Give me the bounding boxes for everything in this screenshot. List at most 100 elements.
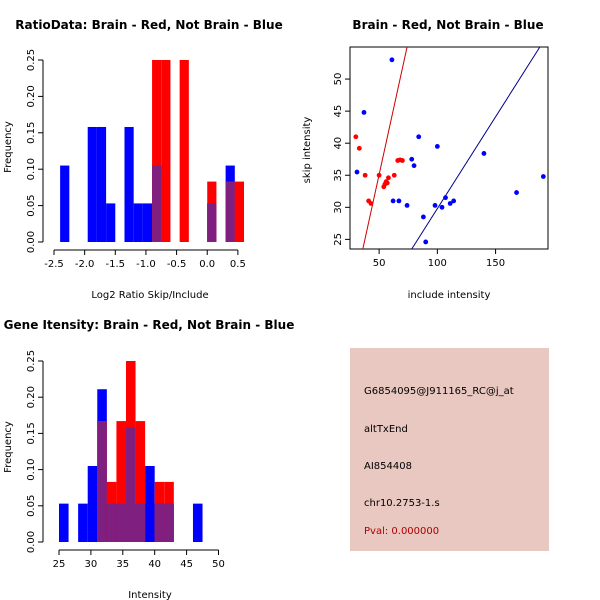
- hist1-y-tick-label: 0.20: [26, 85, 37, 107]
- hist3-bar-overlap-8: [135, 503, 146, 542]
- scatter-point-notbrain-13: [439, 204, 445, 210]
- scatter-y-tick-label: 25: [333, 233, 344, 246]
- hist3-y-tick-label: 0.00: [26, 531, 37, 553]
- hist3-bar-notbrain-2: [78, 503, 88, 542]
- hist3-bar-overlap-7: [125, 427, 136, 542]
- locus-id: chr10.2753-1.s: [364, 498, 440, 509]
- event-type: altTxEnd: [364, 424, 408, 435]
- intensity-histogram-xlabel: Intensity: [128, 590, 172, 600]
- scatter-y-tick-label: 40: [333, 137, 344, 150]
- scatter-point-notbrain-16: [451, 198, 457, 204]
- hist3-x-tick-label: 45: [180, 559, 193, 570]
- hist1-bar-brain-19: [234, 181, 244, 242]
- hist1-y-tick-label: 0.25: [26, 49, 37, 71]
- hist1-x-tick-label: -2.0: [75, 259, 95, 270]
- hist3-y-tick-label: 0.15: [26, 422, 37, 444]
- hist3-x-tick-label: 50: [212, 559, 225, 570]
- hist1-bar-notbrain-7: [124, 126, 134, 242]
- scatter-point-notbrain-12: [434, 143, 440, 149]
- scatter-ylabel: skip intensity: [302, 117, 313, 184]
- hist1-bar-notbrain-0: [60, 165, 70, 242]
- scatter-point-notbrain-1: [361, 110, 367, 115]
- notbrain-fit-line: [411, 46, 541, 250]
- scatter-point-notbrain-9: [420, 214, 426, 220]
- scatter-point-brain-14: [400, 158, 405, 163]
- hist1-bar-overlap-16: [207, 203, 217, 242]
- probe-id: G6854095@J911165_RC@j_at: [364, 386, 514, 397]
- scatter-y-tick-label: 30: [333, 201, 344, 214]
- scatter-point-notbrain-10: [423, 239, 429, 245]
- scatter-point-brain-4: [368, 201, 374, 206]
- accession-id: AI854408: [364, 461, 412, 472]
- scatter-x-tick-label: 150: [486, 258, 505, 269]
- hist3-bar-overlap-5: [106, 503, 117, 542]
- hist3-bar-brain-6: [116, 421, 126, 542]
- hist1-x-tick-label: -0.5: [167, 259, 187, 270]
- scatter-frame: [349, 46, 549, 250]
- hist1-x-tick-label: -1.0: [136, 259, 156, 270]
- hist3-y-tick-label: 0.10: [26, 458, 37, 480]
- scatter-point-notbrain-8: [416, 134, 422, 140]
- intensity-scatter: Brain - Red, Not Brain - Blue 50 100 150 2…: [302, 18, 549, 301]
- scatter-point-notbrain-5: [404, 202, 410, 208]
- scatter-point-notbrain-18: [514, 190, 519, 195]
- scatter-point-notbrain-11: [432, 202, 438, 208]
- pval-text: Pval: 0.000000: [364, 526, 440, 537]
- ratio-histogram: RatioData: Brain - Red, Not Brain - Blue…: [3, 18, 283, 301]
- scatter-point-brain-10: [386, 175, 391, 181]
- hist3-bar-brain-8: [135, 421, 146, 542]
- hist1-y-tick-label: 0.05: [26, 194, 37, 216]
- scatter-point-notbrain-2: [389, 57, 395, 63]
- scatter-point-brain-11: [391, 172, 397, 178]
- hist3-bar-notbrain-3: [87, 465, 98, 542]
- hist1-bar-notbrain-5: [106, 203, 116, 242]
- scatter-point-notbrain-3: [390, 198, 396, 204]
- scatter-x-tick-label: 100: [428, 258, 447, 269]
- scatter-point-notbrain-4: [396, 198, 402, 204]
- scatter-xlabel: include intensity: [408, 290, 491, 301]
- hist1-bar-overlap-18: [225, 181, 235, 242]
- intensity-histogram-ylabel: Frequency: [3, 421, 14, 473]
- hist1-x-tick-label: -2.5: [44, 259, 64, 270]
- scatter-point-notbrain-6: [409, 156, 415, 162]
- hist3-x-tick-label: 40: [148, 559, 161, 570]
- ratio-histogram-xlabel: Log2 Ratio Skip/Include: [91, 290, 208, 301]
- ratio-histogram-ylabel: Frequency: [3, 121, 14, 173]
- scatter-y-tick-label: 35: [333, 169, 344, 182]
- hist1-bar-notbrain-4: [96, 126, 107, 242]
- scatter-point-notbrain-17: [481, 151, 487, 156]
- hist1-bar-brain-11: [161, 60, 171, 242]
- hist3-bar-notbrain-0: [59, 503, 69, 542]
- scatter-point-notbrain-19: [540, 174, 546, 179]
- hist1-bar-brain-13: [179, 60, 189, 242]
- hist1-x-tick-label: 0.0: [199, 259, 215, 270]
- scatter-point-brain-0: [353, 134, 359, 140]
- hist1-bar-notbrain-3: [87, 126, 97, 242]
- hist1-y-tick-label: 0.10: [26, 158, 37, 180]
- hist3-x-tick-label: 25: [53, 559, 66, 570]
- hist1-y-tick-label: 0.15: [26, 122, 37, 144]
- ratio-histogram-title: RatioData: Brain - Red, Not Brain - Blue: [15, 18, 282, 32]
- hist3-y-tick-label: 0.20: [26, 386, 37, 408]
- brain-fit-line: [362, 46, 408, 250]
- intensity-histogram-title: Gene Itensity: Brain - Red, Not Brain - …: [4, 318, 295, 332]
- gene-info-panel: G6854095@J911165_RC@j_at altTxEnd AI8544…: [350, 348, 549, 551]
- scatter-point-brain-9: [384, 180, 390, 186]
- hist3-x-tick-label: 35: [116, 559, 129, 570]
- hist3-y-tick-label: 0.05: [26, 495, 37, 517]
- scatter-point-notbrain-7: [411, 163, 417, 169]
- scatter-point-notbrain-0: [354, 169, 360, 175]
- scatter-x-tick-label: 50: [373, 258, 386, 269]
- scatter-y-tick-label: 50: [333, 73, 344, 86]
- hist3-bar-overlap-11: [164, 503, 174, 542]
- hist3-bar-notbrain-14: [192, 503, 203, 542]
- hist1-bar-brain-10: [152, 60, 162, 242]
- scatter-point-brain-1: [356, 145, 362, 151]
- hist1-x-tick-label: 0.5: [230, 259, 246, 270]
- hist1-bar-notbrain-9: [142, 203, 153, 242]
- hist1-x-tick-label: -1.5: [106, 259, 126, 270]
- intensity-histogram: Gene Itensity: Brain - Red, Not Brain - …: [3, 318, 294, 600]
- hist3-bar-overlap-4: [97, 421, 107, 542]
- hist3-bar-notbrain-9: [145, 465, 155, 542]
